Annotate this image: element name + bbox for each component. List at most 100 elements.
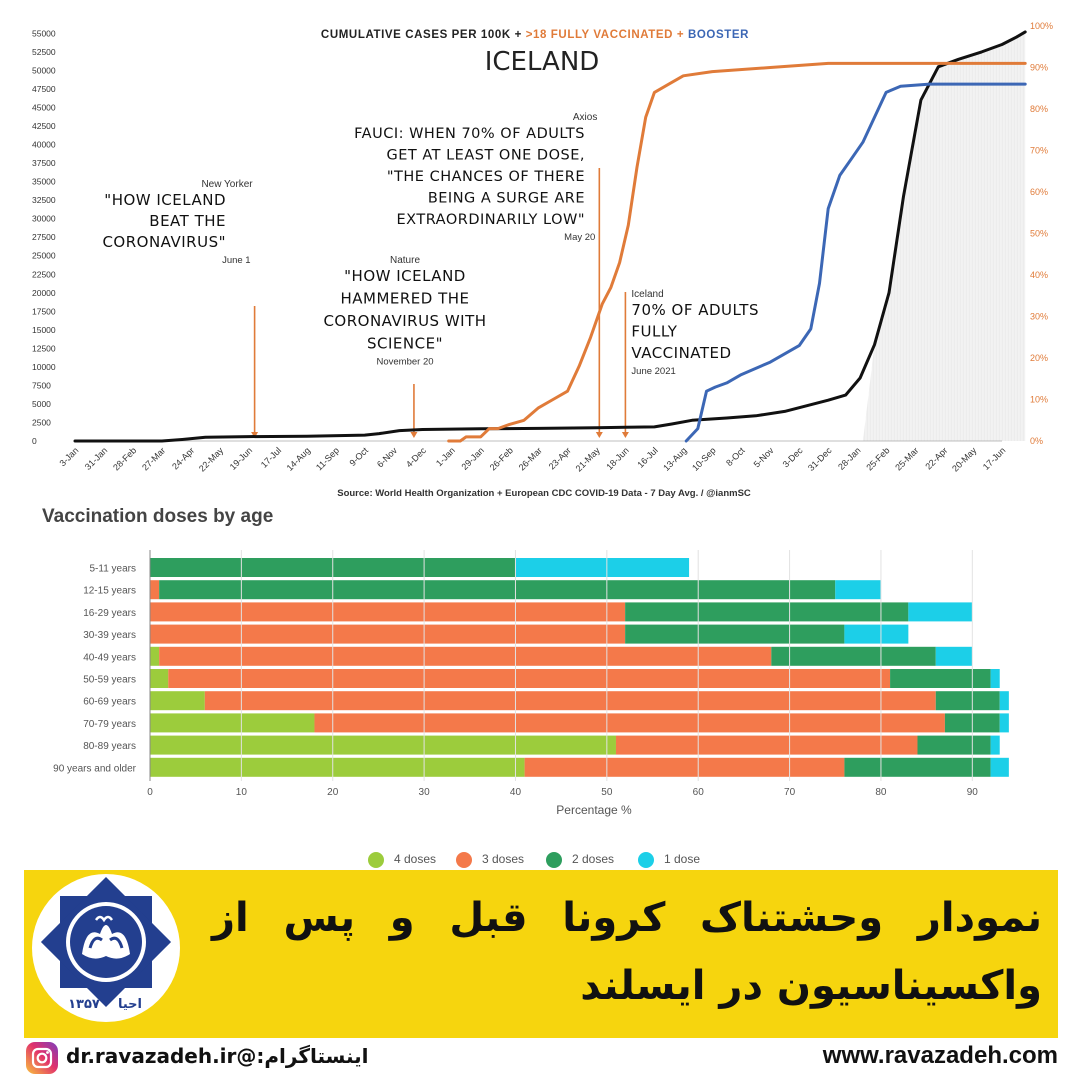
- x-tick-label: 16-Jul: [635, 445, 659, 469]
- headline-text: نمودار وحشتناک کرونا قبل و پس از واکسینا…: [212, 884, 1042, 1020]
- bar-segment-3-doses: [150, 624, 626, 644]
- logo-badge: ۱۳۵۷ احیا: [32, 874, 180, 1022]
- annotation-source: New Yorker: [201, 179, 253, 190]
- headline-line-2: واکسیناسیون در ایسلند: [580, 963, 1042, 1009]
- doses-chart-svg: 0 10 20 30 40 50 60 70 80 90 5-11 years 12-15 years…: [53, 550, 1009, 817]
- doses-legend: 4 doses 3 doses 2 doses 1 dose: [30, 850, 1060, 870]
- bar-segment-1-dose: [990, 757, 1009, 777]
- x-tick-label: 20: [327, 787, 339, 798]
- website-link[interactable]: www.ravazadeh.com: [822, 1042, 1058, 1069]
- x-tick-label: 26-Feb: [488, 445, 515, 472]
- annotation-date: June 1: [222, 255, 251, 266]
- instagram-icon[interactable]: [26, 1042, 58, 1074]
- y-right-tick-label: 10%: [1030, 395, 1048, 405]
- annotation-text-line: BEING A SURGE ARE: [428, 191, 585, 207]
- y-left-tick-label: 40000: [32, 140, 56, 150]
- x-tick-label: 70: [784, 787, 796, 798]
- y-left-tick-label: 7500: [32, 380, 51, 390]
- y-left-tick-label: 50000: [32, 65, 56, 75]
- x-tick-label: 27-Mar: [140, 445, 167, 472]
- x-tick-label: 31-Dec: [806, 445, 834, 473]
- bar-segment-2-doses: [159, 580, 836, 600]
- x-tick-label: 23-Apr: [547, 445, 573, 471]
- y-left-tick-label: 32500: [32, 195, 56, 205]
- bar-segment-4-doses: [150, 735, 616, 755]
- x-tick-label: 40: [510, 787, 522, 798]
- x-tick-label: 11-Sep: [314, 445, 341, 472]
- cases-vaccination-chart: 0 2500 5000 7500 10000 12500 15000 17500 20000 22…: [30, 18, 1058, 499]
- bar-segment-4-doses: [150, 713, 315, 733]
- annotation-text-line: VACCINATED: [631, 344, 731, 362]
- y-right-tick-label: 60%: [1030, 187, 1048, 197]
- category-label: 80-89 years: [83, 741, 136, 752]
- annotation-arrowhead-icon: [595, 432, 603, 438]
- x-tick-label: 24-Apr: [170, 445, 196, 471]
- x-tick-label: 14-Aug: [285, 445, 313, 473]
- x-tick-label: 26-Mar: [517, 445, 544, 472]
- x-tick-label: 10: [236, 787, 248, 798]
- annotation-text-line: BEAT THE: [149, 212, 226, 230]
- y-left-tick-label: 45000: [32, 103, 56, 113]
- cases-chart-svg: 0 2500 5000 7500 10000 12500 15000 17500 20000 22…: [32, 21, 1053, 499]
- annotation-date: June 2021: [631, 366, 675, 377]
- bar-segment-1-dose: [908, 602, 973, 622]
- y-left-tick-label: 10000: [32, 362, 56, 372]
- chart-subtitle: CUMULATIVE CASES PER 100K + >18 FULLY VA…: [321, 29, 749, 41]
- chart-title: ICELAND: [485, 47, 600, 77]
- x-tick-label: 8-Oct: [724, 445, 747, 468]
- bar-segment-1-dose: [844, 624, 909, 644]
- annotation-text-line: SCIENCE": [367, 335, 443, 353]
- bar-segment-2-doses: [771, 646, 936, 666]
- instagram-handle[interactable]: اینستاگرام:@dr.ravazadeh.ir: [66, 1044, 369, 1068]
- x-tick-label: 20-May: [950, 445, 979, 474]
- legend-label: 4 doses: [394, 852, 437, 866]
- bar-segment-3-doses: [524, 757, 845, 777]
- vaccinated-line: [447, 61, 1027, 443]
- y-left-tick-label: 22500: [32, 269, 56, 279]
- annotation-arrowhead-icon: [410, 432, 418, 438]
- annotation-source: Axios: [573, 112, 597, 123]
- annotation-text-line: FAUCI: WHEN 70% OF ADULTS: [354, 126, 585, 142]
- bar-segment-4-doses: [150, 669, 169, 688]
- x-tick-label: 3-Dec: [781, 445, 805, 469]
- x-tick-label: 50: [601, 787, 613, 798]
- bar-segment-1-dose: [935, 646, 973, 666]
- x-tick-label: 6-Nov: [375, 445, 399, 469]
- legend-label: 1 dose: [664, 852, 701, 866]
- doses-chart-title: Vaccination doses by age: [42, 506, 274, 527]
- y-left-tick-label: 30000: [32, 214, 56, 224]
- legend-label: 2 doses: [572, 852, 615, 866]
- y-left-tick-label: 55000: [32, 28, 56, 38]
- annotation-text-line: EXTRAORDINARILY LOW": [397, 212, 586, 228]
- x-tick-label: 0: [147, 787, 153, 798]
- x-tick-label: 4-Dec: [404, 445, 428, 469]
- x-tick-label: 28-Jan: [836, 445, 863, 472]
- annotation-arrowhead-icon: [251, 432, 259, 438]
- x-tick-label: 9-Oct: [347, 445, 370, 468]
- doses-by-age-chart: Vaccination doses by age 0 10 20 30 40 50 60 70…: [30, 498, 1060, 870]
- y-left-tick-label: 27500: [32, 232, 56, 242]
- legend-swatch-icon: [546, 852, 562, 868]
- annotation-source: Iceland: [631, 289, 663, 300]
- y-left-tick-label: 20000: [32, 288, 56, 298]
- x-tick-label: 19-Jun: [228, 445, 255, 472]
- x-tick-label: 31-Jan: [83, 445, 110, 472]
- x-tick-label: 80: [875, 787, 887, 798]
- bar-segment-1-dose: [990, 735, 1000, 755]
- annotation-text-line: HAMMERED THE: [340, 290, 469, 308]
- x-tick-label: 28-Feb: [111, 445, 138, 472]
- annotation-date: May 20: [564, 232, 595, 243]
- y-left-tick-label: 0: [32, 436, 37, 446]
- subtitle-vaccinated: >18 FULLY VACCINATED +: [526, 29, 688, 41]
- y-right-tick-label: 30%: [1030, 312, 1048, 322]
- y-left-tick-label: 17500: [32, 306, 56, 316]
- logo-year: ۱۳۵۷: [68, 997, 100, 1012]
- bar-segment-3-doses: [168, 669, 891, 688]
- x-tick-label: 1-Jan: [434, 445, 457, 468]
- headline-line-1: نمودار وحشتناک کرونا قبل و پس از: [212, 895, 1042, 941]
- chart-source: Source: World Health Organization + Euro…: [337, 488, 751, 498]
- annotation-text-line: "HOW ICELAND: [344, 267, 466, 285]
- y-left-tick-label: 52500: [32, 47, 56, 57]
- headline-banner: ۱۳۵۷ احیا نمودار وحشتناک کرونا قبل و پس …: [24, 870, 1058, 1038]
- annotation-arrowhead-icon: [621, 432, 629, 438]
